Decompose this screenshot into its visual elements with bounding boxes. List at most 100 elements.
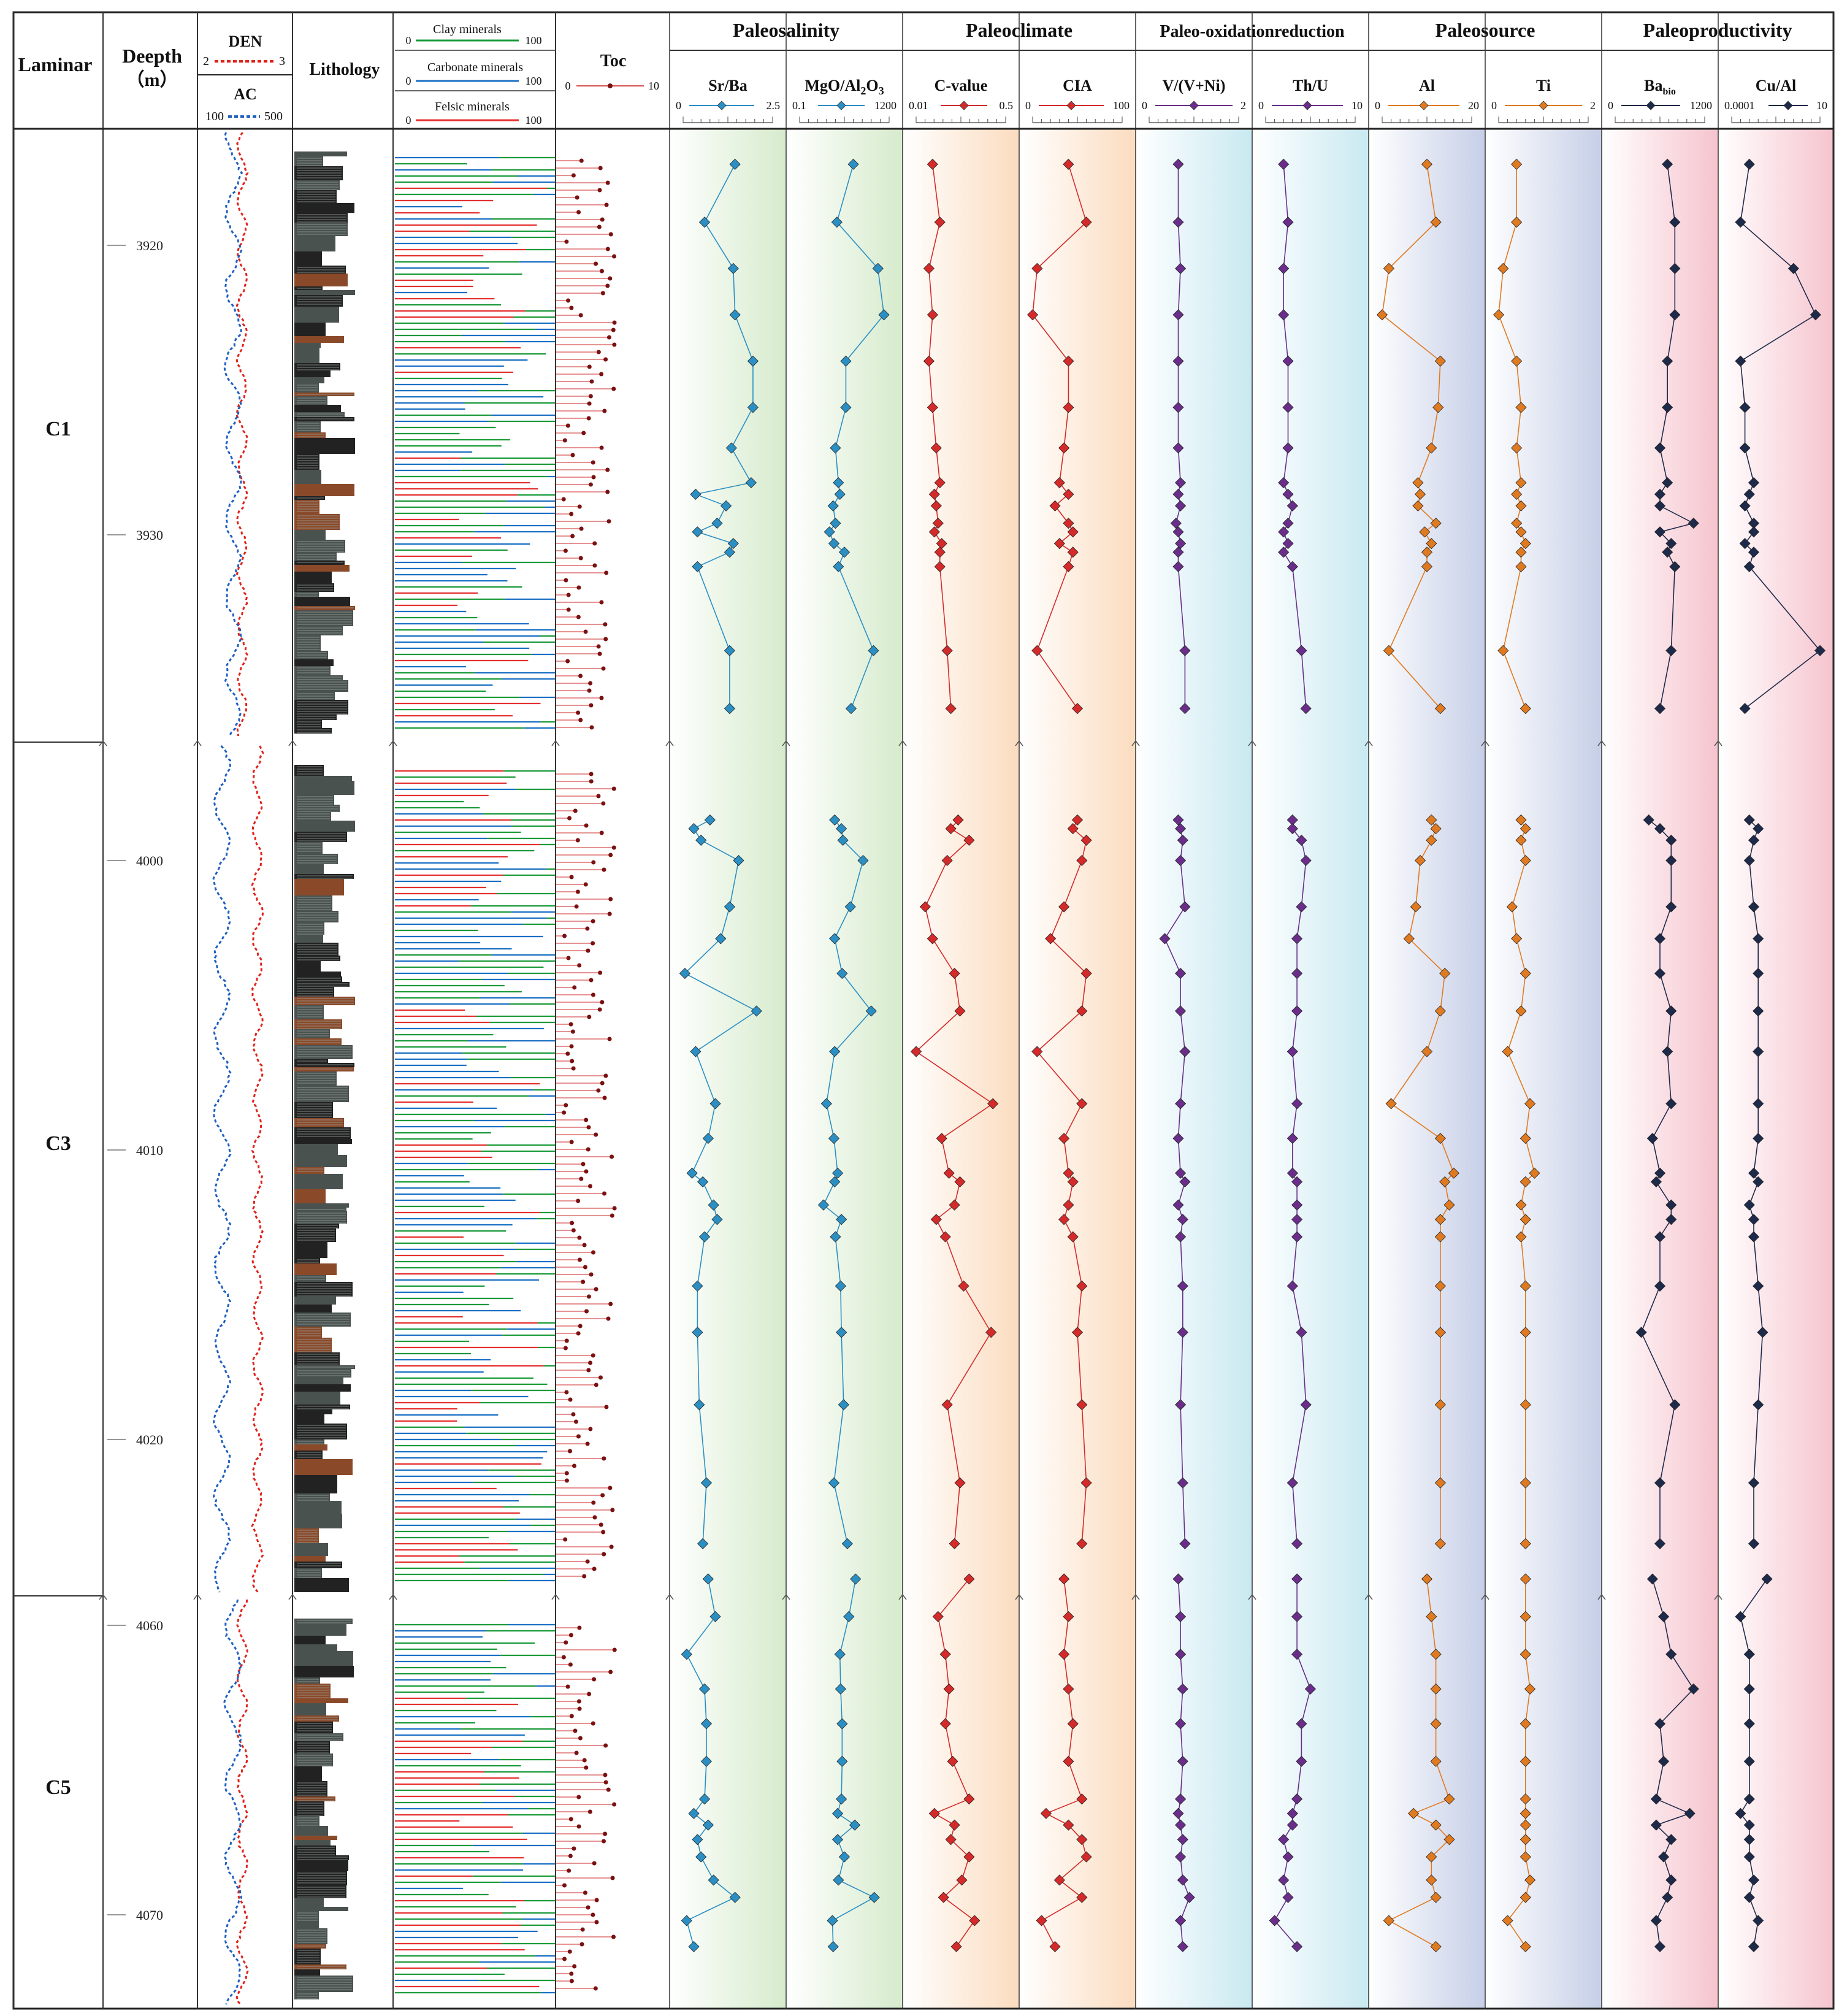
series-sr-ba-point bbox=[697, 1538, 709, 1549]
series-v-v-ni-point bbox=[1177, 1834, 1188, 1845]
series-v-v-ni-point bbox=[1175, 1611, 1187, 1622]
series-v-v-ni-point bbox=[1172, 1573, 1184, 1585]
lithology-layer bbox=[294, 1568, 322, 1578]
series-cu-al-point bbox=[1743, 1683, 1755, 1695]
toc-point bbox=[566, 956, 571, 960]
group-title-paleoclimate: Paleoclimate bbox=[966, 19, 1072, 41]
toc-point bbox=[597, 188, 602, 193]
series-v-v-ni-point bbox=[1172, 355, 1184, 367]
series-sr-ba-point bbox=[747, 355, 759, 367]
lithology-layer bbox=[294, 1528, 319, 1543]
lithology-layer bbox=[294, 383, 319, 393]
toc-point bbox=[589, 379, 594, 384]
series-ti-point bbox=[1520, 1611, 1531, 1622]
series-cia-range-min: 0 bbox=[1025, 99, 1031, 112]
toc-point bbox=[598, 970, 603, 975]
series-babio-point bbox=[1684, 1807, 1696, 1819]
series-c-value-point bbox=[919, 901, 931, 913]
toc-header: Toc bbox=[600, 52, 627, 71]
toc-point bbox=[584, 1169, 589, 1174]
series-mgo-al2o3-point bbox=[849, 1819, 861, 1831]
series-ti-point bbox=[1520, 1718, 1531, 1730]
series-v-v-ni-point bbox=[1179, 1538, 1191, 1549]
toc-point bbox=[603, 637, 608, 642]
toc-point bbox=[576, 1331, 581, 1336]
toc-point bbox=[562, 1883, 567, 1888]
series-mgo-al2o3-point bbox=[838, 1851, 851, 1863]
series-ti-point bbox=[1520, 1538, 1531, 1549]
series-th-u-point bbox=[1296, 645, 1307, 656]
series-sr-ba-point bbox=[724, 645, 735, 656]
series-mgo-al2o3-point bbox=[827, 500, 839, 512]
series-cu-al-point bbox=[1739, 500, 1751, 512]
series-cu-al-point bbox=[1753, 933, 1764, 945]
toc-point bbox=[603, 1773, 608, 1777]
series-cia-point bbox=[1049, 1941, 1061, 1952]
toc-point bbox=[565, 1051, 570, 1056]
series-sr-ba-point bbox=[729, 158, 741, 170]
lithology-layer bbox=[294, 484, 354, 496]
series-cia-point bbox=[1067, 546, 1079, 558]
lithology-layer bbox=[294, 935, 323, 943]
series-babio-point bbox=[1665, 1214, 1677, 1225]
lithology-layer bbox=[294, 972, 341, 976]
series-sr-ba-point bbox=[745, 477, 757, 489]
break-mark bbox=[193, 1593, 202, 1600]
series-c-value-point bbox=[923, 355, 935, 367]
toc-point bbox=[568, 1449, 573, 1454]
series-cia-point bbox=[1076, 1280, 1088, 1292]
lithology-layer bbox=[294, 1275, 326, 1282]
toc-point bbox=[565, 659, 570, 664]
series-th-u-point bbox=[1278, 309, 1290, 321]
series-cia-point bbox=[1063, 158, 1074, 170]
toc-point bbox=[601, 801, 606, 806]
series-babio-point bbox=[1662, 355, 1673, 367]
lithology-layer bbox=[294, 1911, 319, 1921]
panel-bg-3 bbox=[1019, 129, 1136, 2009]
break-mark bbox=[389, 1593, 397, 1600]
series-mgo-al2o3-point bbox=[833, 561, 844, 572]
series-c-value-point bbox=[949, 968, 960, 979]
series-cu-al-point bbox=[1748, 1214, 1760, 1225]
series-ti-point bbox=[1511, 217, 1523, 228]
series-c-value-point bbox=[932, 1611, 944, 1622]
series-al-point bbox=[1430, 1891, 1442, 1903]
series-cu-al-point bbox=[1753, 1280, 1764, 1292]
series-babio-point bbox=[1665, 1874, 1677, 1886]
series-babio-point bbox=[1665, 834, 1677, 846]
series-mgo-al2o3-point bbox=[843, 1611, 855, 1622]
toc-point bbox=[587, 1184, 592, 1189]
series-sr-ba-point bbox=[688, 1941, 700, 1952]
depth-unit: （m） bbox=[126, 69, 178, 90]
series-v-v-ni-point bbox=[1172, 1199, 1184, 1211]
series-babio-point bbox=[1669, 561, 1681, 572]
series-c-value-legend-marker bbox=[959, 101, 969, 110]
series-c-value-point bbox=[936, 538, 947, 550]
series-cia-point bbox=[1076, 1793, 1088, 1805]
series-c-value-point bbox=[949, 1819, 960, 1831]
series-v-v-ni-point bbox=[1177, 1683, 1188, 1695]
series-mgo-al2o3-point bbox=[832, 1167, 844, 1179]
series-v-v-ni-point bbox=[1175, 968, 1187, 979]
series-cia-point bbox=[1080, 968, 1092, 979]
series-v-v-ni-range-min: 0 bbox=[1142, 99, 1147, 112]
toc-point bbox=[564, 1390, 569, 1395]
lithology-layer bbox=[294, 597, 350, 606]
toc-point bbox=[608, 276, 613, 281]
series-ti-point bbox=[1515, 402, 1527, 413]
series-sr-ba-point bbox=[692, 526, 703, 538]
table-grid: Paleosalinity Paleoclimate Paleo-oxidation… bbox=[12, 11, 1835, 2010]
series-mgo-al2o3-point bbox=[836, 968, 848, 979]
series-al-point bbox=[1448, 1167, 1459, 1179]
lithology-layer bbox=[294, 323, 326, 336]
lithology-layer bbox=[294, 895, 332, 911]
lithology-layer bbox=[294, 421, 321, 432]
series-v-v-ni-point bbox=[1179, 645, 1191, 656]
series-cia-point bbox=[1063, 402, 1074, 413]
toc-point bbox=[608, 232, 613, 237]
toc-point bbox=[576, 1434, 581, 1439]
series-sr-ba-point bbox=[698, 1231, 711, 1243]
toc-point bbox=[577, 1235, 582, 1240]
lithology-layer bbox=[294, 1703, 326, 1715]
toc-point bbox=[604, 202, 609, 207]
